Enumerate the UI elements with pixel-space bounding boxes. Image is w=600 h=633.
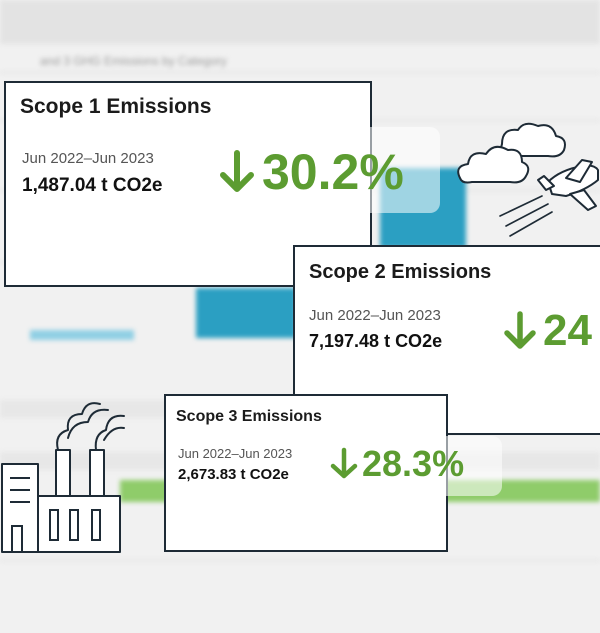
down-arrow-icon	[504, 311, 536, 349]
scope-3-card[interactable]: Scope 3 Emissions Jun 2022–Jun 2023 2,67…	[164, 394, 502, 552]
percent-change-value: 28.3%	[362, 443, 465, 484]
percent-change-value: 24	[543, 306, 592, 355]
card-value: 2,673.83 t CO2e	[178, 466, 289, 483]
percent-change: 30.2%	[218, 147, 404, 197]
percent-change-value: 30.2%	[262, 144, 404, 200]
background-bar	[30, 330, 134, 340]
airplane-icon	[499, 159, 599, 237]
card-value: 7,197.48 t CO2e	[309, 331, 443, 351]
down-arrow-icon	[330, 447, 358, 479]
factory-icon	[1, 402, 125, 553]
card-title: Scope 3 Emissions	[176, 408, 322, 425]
clouds-icon	[457, 122, 566, 184]
card-title: Scope 2 Emissions	[309, 261, 492, 283]
card-title: Scope 1 Emissions	[20, 95, 212, 118]
card-period: Jun 2022–Jun 2023	[178, 446, 293, 461]
percent-change: 28.3%	[330, 446, 464, 482]
background-chart-title: and 3 GHG Emissions by Category	[40, 54, 227, 68]
card-period: Jun 2022–Jun 2023	[309, 307, 441, 324]
card-value: 1,487.04 t CO2e	[22, 175, 163, 196]
background-divider	[0, 72, 600, 73]
background-divider	[0, 560, 600, 561]
card-period: Jun 2022–Jun 2023	[22, 150, 154, 167]
background-top-bar	[0, 0, 600, 44]
down-arrow-icon	[220, 150, 254, 192]
percent-change: 24	[503, 309, 592, 353]
background-bar	[196, 288, 296, 338]
change-highlight	[202, 127, 440, 213]
